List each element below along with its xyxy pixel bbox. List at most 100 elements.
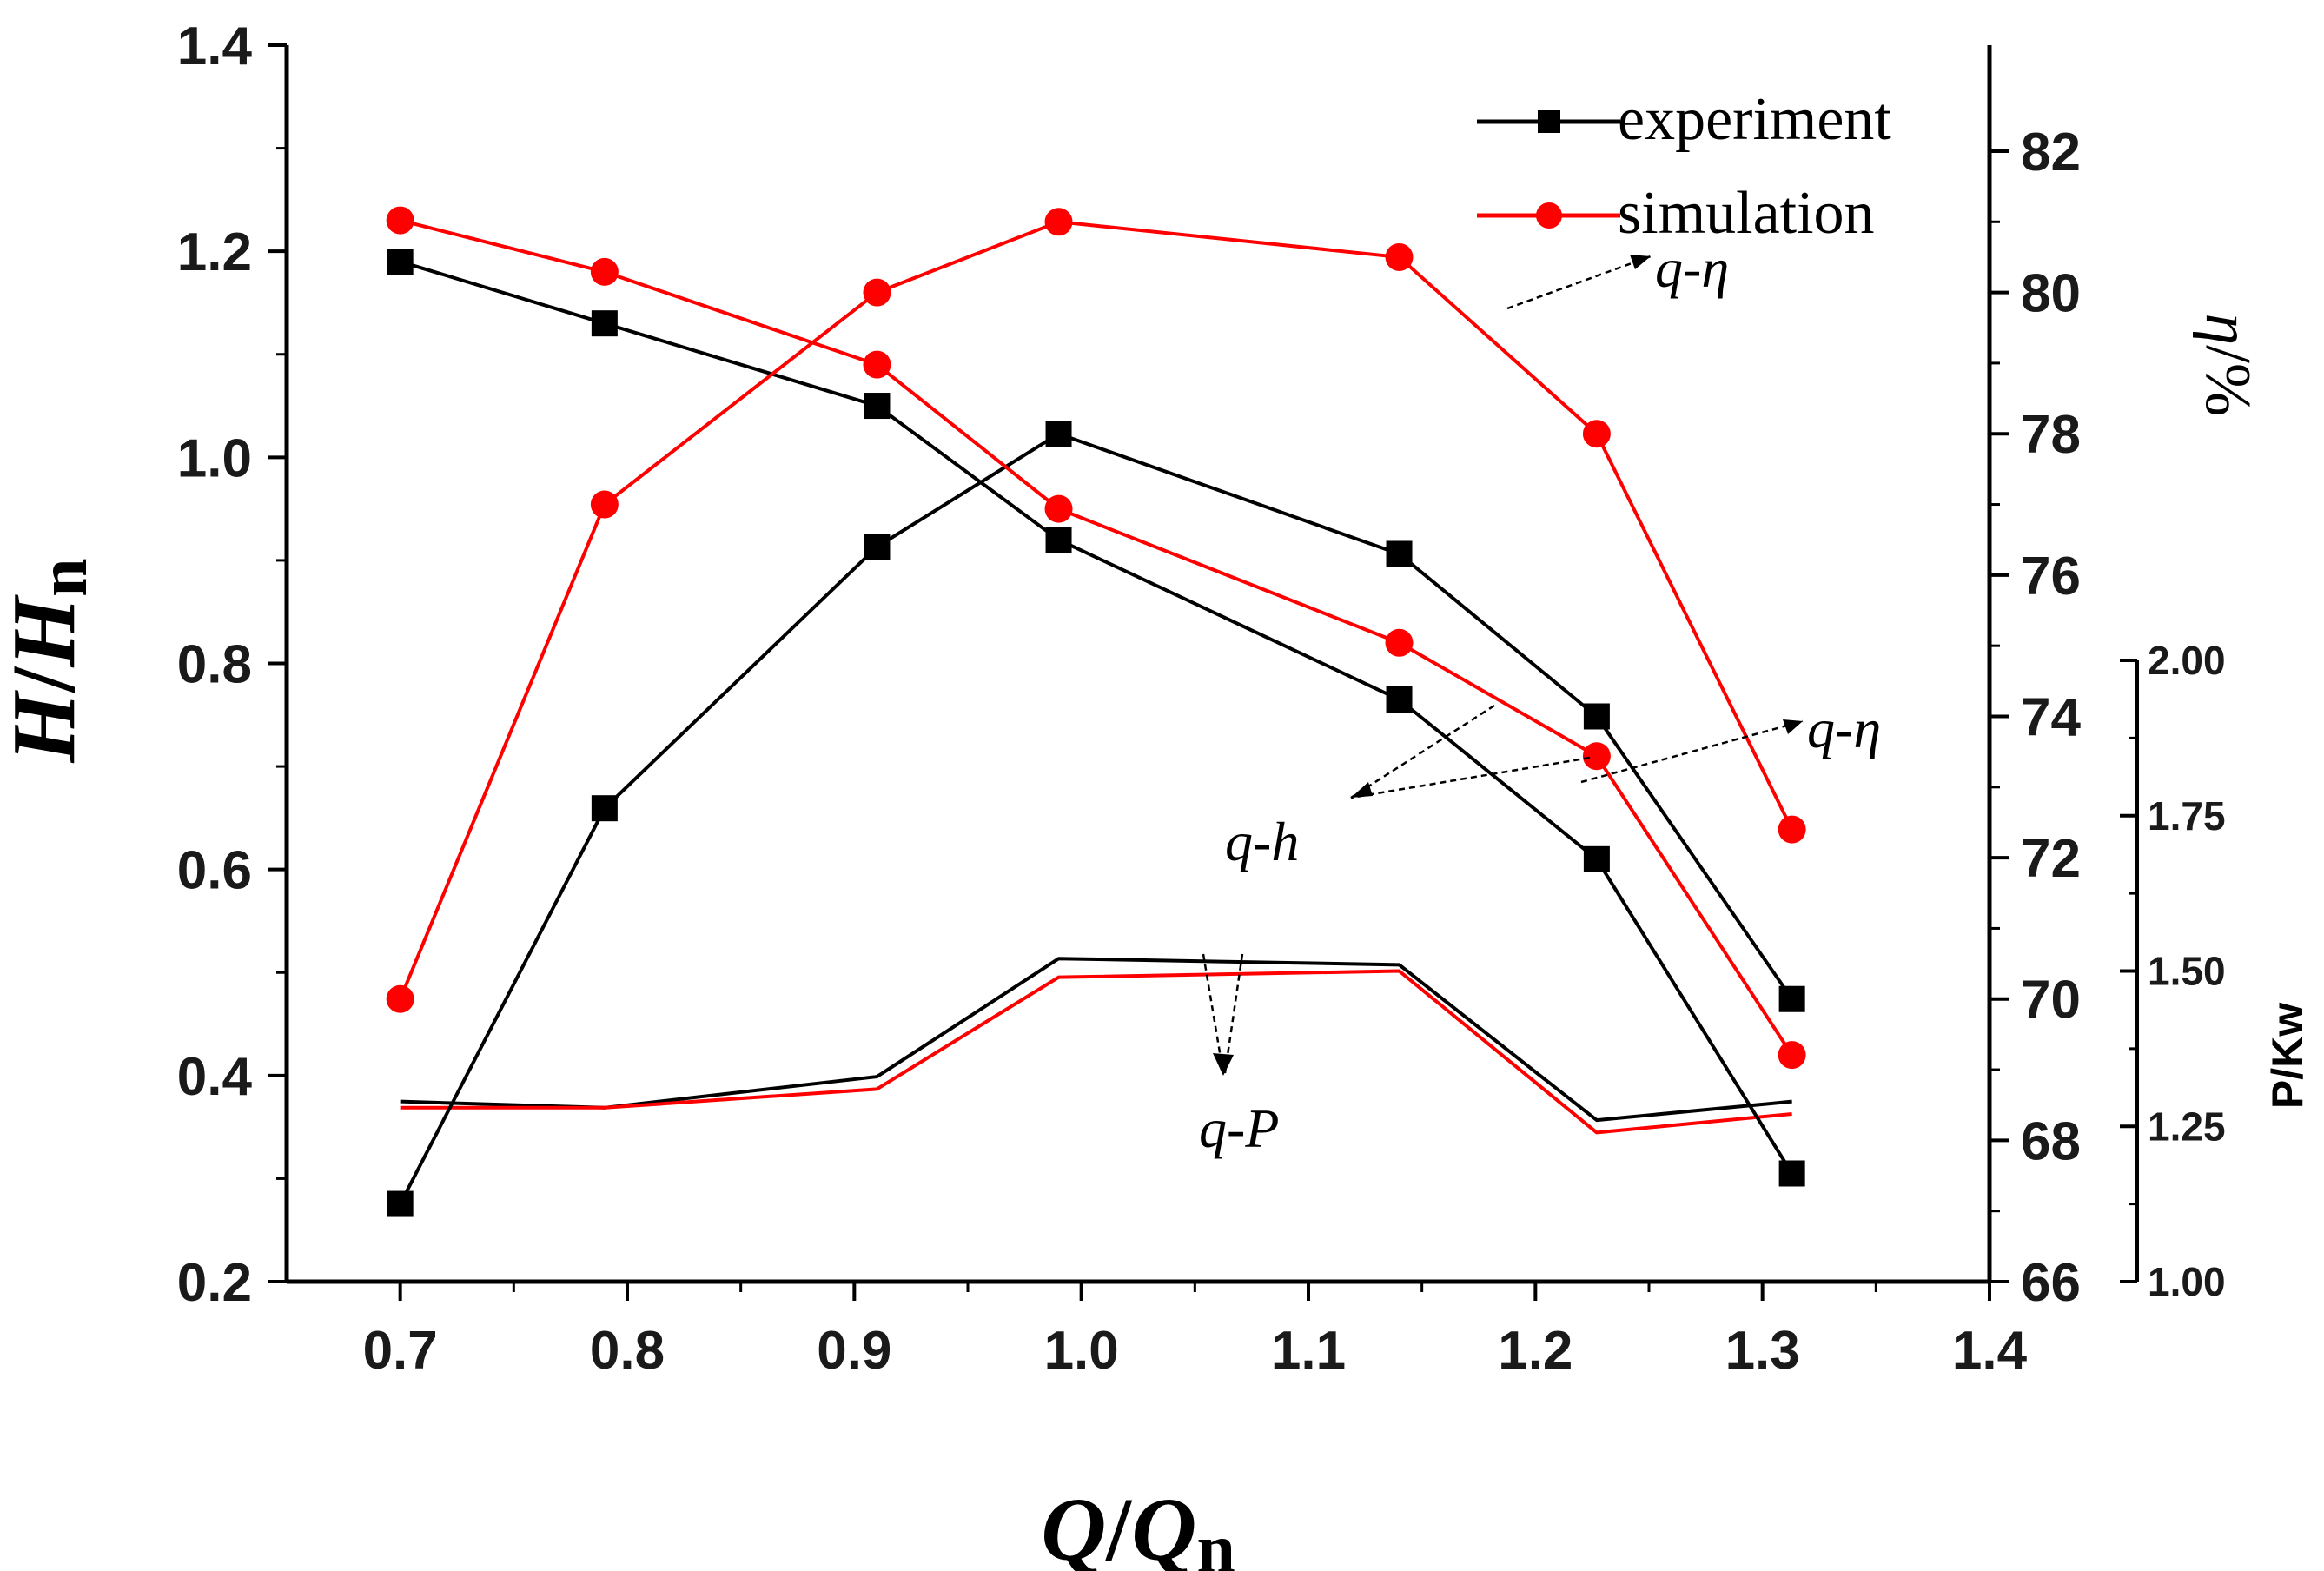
series-line-experiment-q-P xyxy=(400,957,1792,1123)
annotation-arrow-q-eta-top xyxy=(1506,255,1652,310)
point-experiment-q-h-3 xyxy=(1045,527,1072,553)
y3-tick-label: 1.75 xyxy=(2148,793,2226,839)
series-experiment-q-h xyxy=(387,249,1805,1187)
point-experiment-q-η-3 xyxy=(1045,421,1072,447)
annotation-q-eta-right: q-η xyxy=(1807,698,1881,759)
point-experiment-q-h-5 xyxy=(1583,845,1610,872)
y3-tick-label: 1.50 xyxy=(2148,949,2226,994)
legend-marker-experiment xyxy=(1538,110,1560,133)
arrowhead-q-p xyxy=(1213,1053,1234,1076)
y-tick-label: 0.6 xyxy=(177,841,252,901)
point-simulation-q-P-3 xyxy=(1058,977,1060,978)
point-simulation-q-h-5 xyxy=(1582,742,1611,771)
x-tick-label: 0.8 xyxy=(590,1321,665,1381)
y2-tick-label: 76 xyxy=(2021,547,2081,607)
annotations: q-η q-η q-h q-P xyxy=(1199,237,1881,1159)
series-experiment-q-η xyxy=(387,421,1805,1217)
y-tick-label: 0.4 xyxy=(177,1047,253,1107)
point-experiment-q-P-3 xyxy=(1058,958,1060,959)
x-tick-label: 0.7 xyxy=(363,1321,438,1381)
y-axis-ticks: 0.2 0.4 0.6 0.8 1.0 1.2 1.4 xyxy=(177,17,287,1313)
y-tick-label: 0.8 xyxy=(177,635,252,695)
legend-marker-simulation xyxy=(1536,202,1562,229)
arrowhead-q-eta-top xyxy=(1630,255,1651,269)
y2-tick-label: 72 xyxy=(2021,829,2081,889)
series-simulation-q-P xyxy=(400,969,1792,1135)
series-line-simulation-q-h xyxy=(400,218,1794,1057)
efficiency-axis-title: η/% xyxy=(2192,314,2263,417)
y-tick-label: 1.2 xyxy=(177,222,252,282)
annotation-arrow-q-eta-right xyxy=(1580,719,1804,784)
x-tick-label: 0.9 xyxy=(817,1321,891,1381)
series-line-simulation-q-P xyxy=(400,969,1792,1135)
point-experiment-q-P-5 xyxy=(1596,1119,1598,1121)
series-line-simulation-q-η xyxy=(398,220,1794,1000)
y2-tick-label: 66 xyxy=(2021,1253,2081,1313)
x-axis-title: Q/Qn xyxy=(1041,1480,1235,1571)
x-tick-label: 1.1 xyxy=(1271,1321,1346,1381)
annotation-q-h: q-h xyxy=(1225,811,1299,872)
point-simulation-q-η-1 xyxy=(590,490,619,519)
series-layer xyxy=(386,206,1806,1217)
annotation-arrow-q-h-b xyxy=(1350,756,1591,799)
point-experiment-q-P-0 xyxy=(400,1101,401,1103)
y2-tick-label: 74 xyxy=(2021,687,2081,747)
y-axis-title: H/Hn xyxy=(0,558,102,763)
legend-label-simulation: simulation xyxy=(1618,180,1875,247)
y3-tick-label: 1.25 xyxy=(2148,1104,2226,1149)
y2-tick-label: 78 xyxy=(2021,405,2081,465)
point-simulation-q-h-6 xyxy=(1778,1041,1806,1070)
legend-item-simulation: simulation xyxy=(1477,180,1875,247)
y3-tick-label: 1.00 xyxy=(2148,1259,2226,1304)
power-axis-ticks: 1.00 1.25 1.50 1.75 2.00 xyxy=(2120,638,2226,1304)
point-experiment-q-h-1 xyxy=(591,310,618,337)
point-experiment-q-h-4 xyxy=(1386,686,1413,713)
x-tick-label: 1.3 xyxy=(1725,1321,1800,1381)
point-experiment-q-P-2 xyxy=(876,1076,877,1077)
point-simulation-q-P-2 xyxy=(876,1088,877,1090)
series-simulation-q-η xyxy=(386,208,1806,1013)
power-axis-title: P/Kw xyxy=(2263,1003,2312,1109)
point-simulation-q-P-4 xyxy=(1399,971,1400,972)
x-axis-ticks: 0.7 0.8 0.9 1.0 1.1 1.2 1.3 1.4 xyxy=(363,1282,2028,1381)
legend-item-experiment: experiment xyxy=(1477,86,1891,153)
point-experiment-q-h-2 xyxy=(864,393,891,420)
point-simulation-q-η-4 xyxy=(1385,242,1414,271)
point-simulation-q-P-1 xyxy=(604,1107,606,1109)
point-simulation-q-η-6 xyxy=(1778,815,1806,844)
point-experiment-q-h-6 xyxy=(1778,1160,1805,1187)
y3-tick-label: 2.00 xyxy=(2148,638,2226,683)
point-simulation-q-η-0 xyxy=(386,984,414,1013)
point-simulation-q-h-3 xyxy=(1044,494,1073,523)
point-experiment-q-η-5 xyxy=(1583,703,1610,730)
y2-tick-label: 82 xyxy=(2021,123,2081,182)
point-experiment-q-h-0 xyxy=(387,249,414,275)
point-experiment-q-P-4 xyxy=(1399,964,1400,965)
point-experiment-q-η-1 xyxy=(591,795,618,822)
y2-tick-label: 70 xyxy=(2021,971,2081,1031)
arrowhead-q-h xyxy=(1351,782,1373,798)
point-simulation-q-h-0 xyxy=(386,206,414,235)
point-simulation-q-P-0 xyxy=(400,1107,401,1109)
y-tick-label: 1.0 xyxy=(177,428,252,488)
point-simulation-q-η-2 xyxy=(863,278,891,307)
point-experiment-q-η-4 xyxy=(1386,540,1413,567)
series-simulation-q-h xyxy=(386,206,1806,1070)
x-tick-label: 1.2 xyxy=(1498,1321,1573,1381)
efficiency-axis-ticks: 66 68 70 72 74 76 78 80 82 xyxy=(1990,123,2081,1313)
point-simulation-q-h-1 xyxy=(590,257,619,286)
point-simulation-q-h-2 xyxy=(863,350,891,379)
legend: experiment simulation xyxy=(1477,86,1891,247)
point-simulation-q-h-4 xyxy=(1385,628,1414,657)
series-line-experiment-q-h xyxy=(400,260,1794,1175)
point-experiment-q-η-2 xyxy=(864,534,891,560)
point-experiment-q-η-0 xyxy=(387,1190,414,1217)
annotation-q-p: q-P xyxy=(1199,1097,1279,1159)
annotation-q-eta-top: q-η xyxy=(1655,237,1729,299)
y2-tick-label: 68 xyxy=(2021,1111,2081,1171)
x-tick-label: 1.0 xyxy=(1044,1321,1119,1381)
point-experiment-q-η-6 xyxy=(1778,985,1805,1012)
legend-label-experiment: experiment xyxy=(1618,86,1891,153)
y-tick-label: 1.4 xyxy=(177,17,253,76)
